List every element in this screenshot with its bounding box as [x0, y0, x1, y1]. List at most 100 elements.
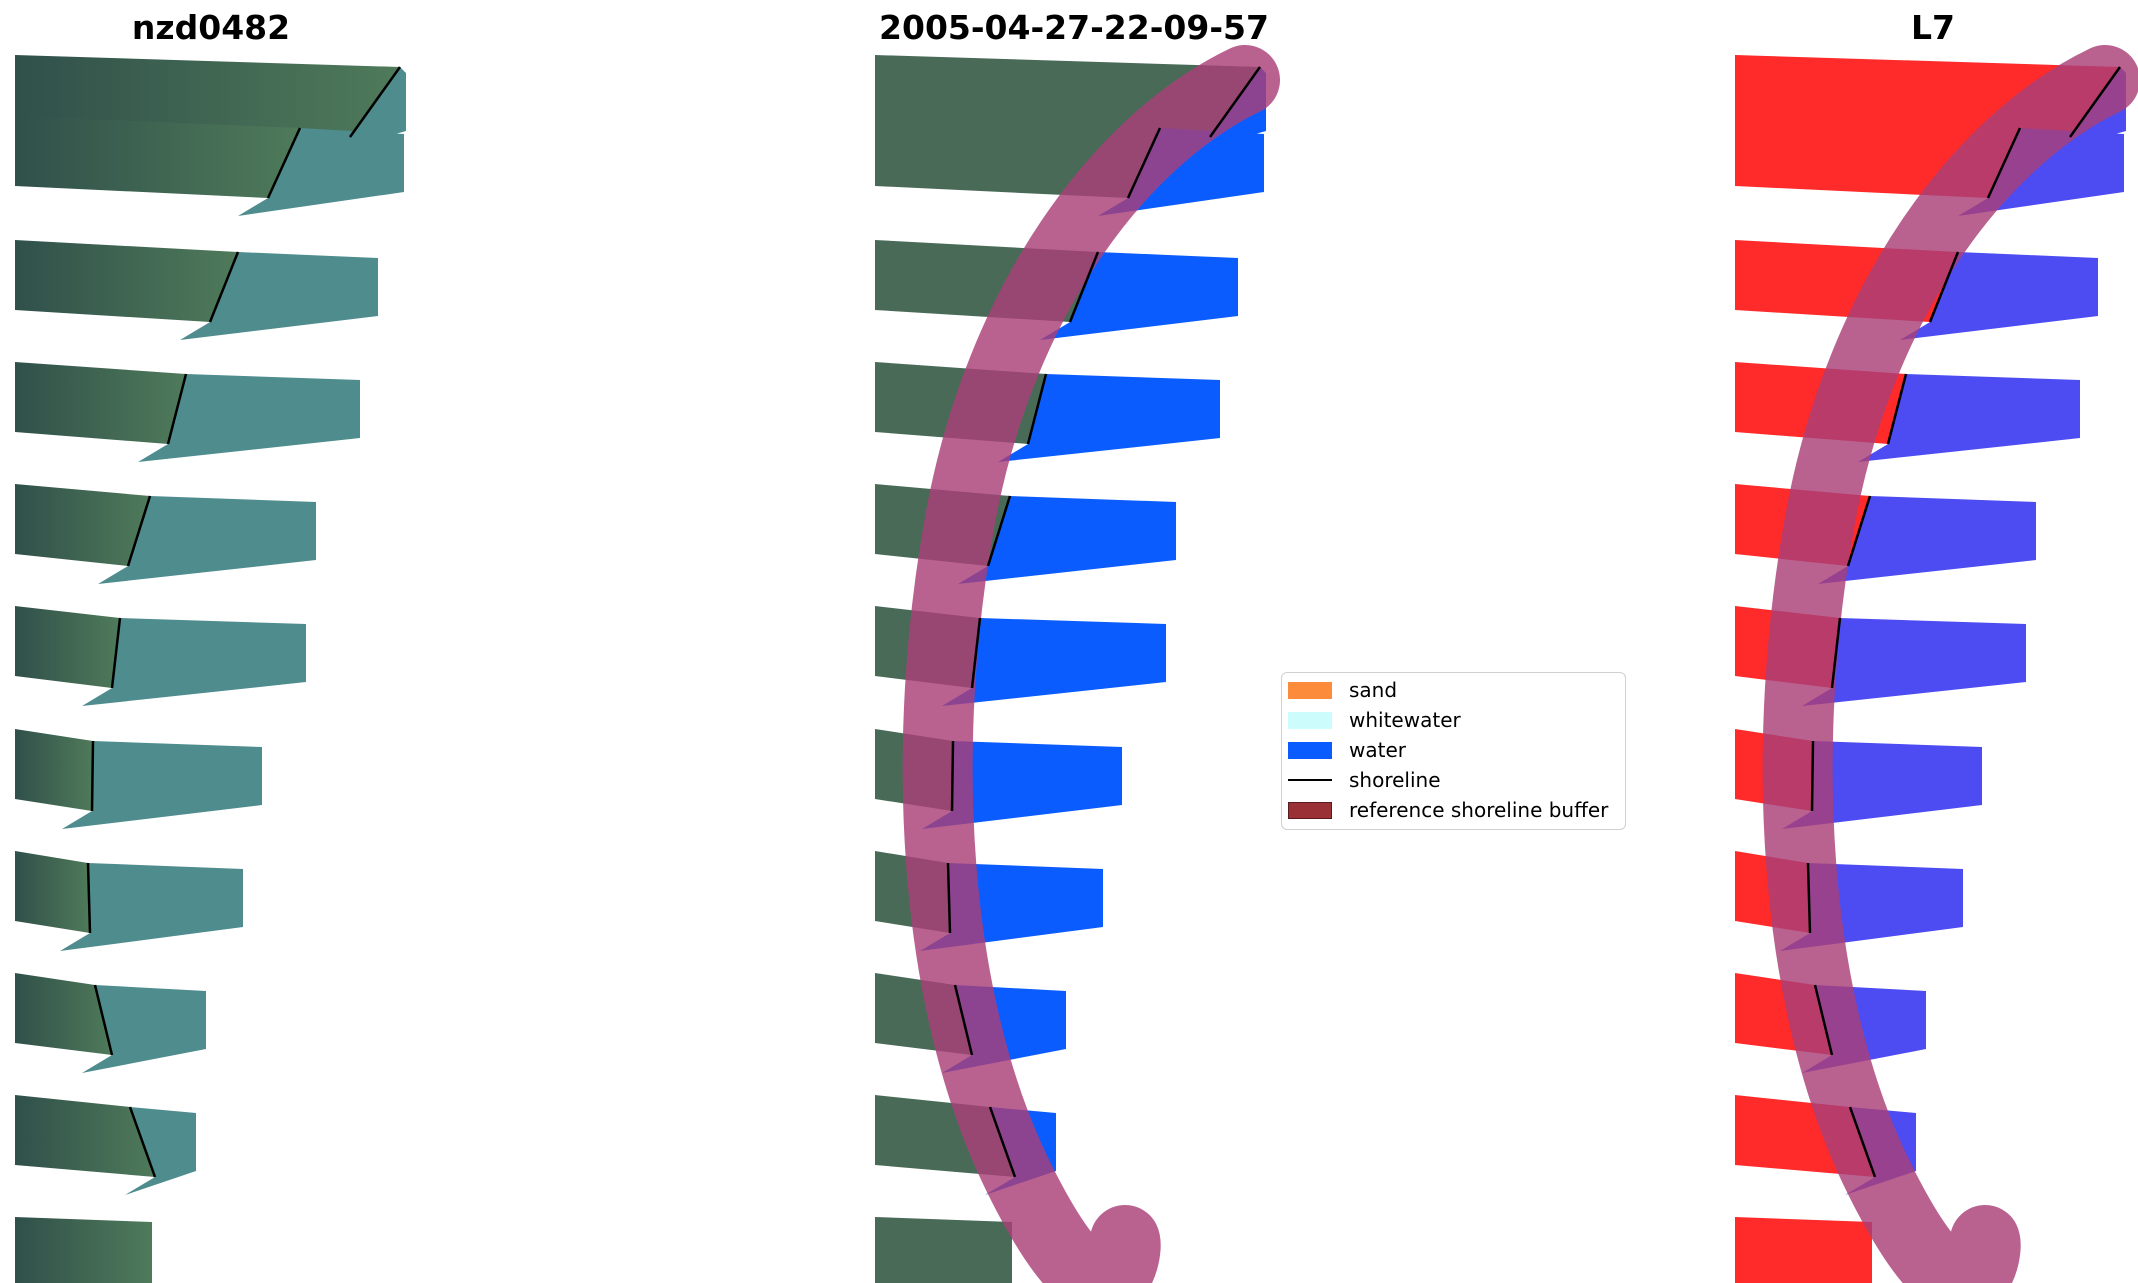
shoreline-segment	[1026, 373, 1048, 445]
sea-strip	[1782, 741, 1982, 829]
legend-label: reference shoreline buffer	[1349, 798, 1609, 822]
sea-strip	[60, 863, 243, 951]
legend-item-water: water	[1288, 735, 1406, 765]
land-strip	[15, 240, 238, 322]
image-strip	[875, 1217, 1012, 1283]
land-strip	[1735, 729, 1813, 811]
shoreline-segment	[986, 495, 1012, 567]
land-strip	[1735, 851, 1810, 933]
land-strip	[15, 55, 400, 137]
legend-label: shoreline	[1349, 768, 1441, 792]
panel-title-classified: 2005-04-27-22-09-57	[879, 8, 1269, 47]
legend-item-sand: sand	[1288, 675, 1397, 705]
shoreline-segment	[2068, 66, 2122, 138]
sea-strip	[1900, 252, 2098, 340]
land-strip	[15, 1095, 155, 1177]
image-strip	[15, 1217, 152, 1283]
sea-strip	[1958, 128, 2124, 216]
water-strip	[942, 618, 1166, 706]
shoreline-segment	[946, 862, 952, 934]
shoreline-line-swatch	[1288, 779, 1332, 781]
sea-strip	[82, 618, 306, 706]
sea-strip	[125, 1107, 196, 1195]
sea-strip	[1780, 863, 1963, 951]
water-strip	[920, 863, 1103, 951]
legend-label: water	[1349, 738, 1406, 762]
land-strip	[15, 606, 120, 688]
shoreline-segment	[1813, 984, 1834, 1056]
land-strip	[15, 973, 112, 1055]
whitewater-swatch	[1288, 711, 1332, 729]
panel-title-rgb: nzd0482	[131, 8, 291, 47]
sea-strip	[62, 741, 262, 829]
land-strip	[875, 729, 953, 811]
water-strip	[958, 496, 1176, 584]
legend-label: whitewater	[1349, 708, 1461, 732]
land-strip	[15, 484, 150, 566]
sea-strip	[82, 985, 206, 1073]
shoreline-segment	[208, 251, 240, 323]
legend-item-shoreline: shoreline	[1288, 765, 1441, 795]
legend-label: sand	[1349, 678, 1398, 702]
land-strip	[875, 851, 950, 933]
shoreline-segment	[166, 373, 188, 445]
water-swatch	[1288, 741, 1332, 759]
land-strip	[1735, 362, 1906, 444]
land-strip	[875, 484, 1010, 566]
shoreline-segment	[988, 1106, 1017, 1178]
land-strip	[15, 362, 186, 444]
reference-shoreline-buffer	[902, 45, 1280, 1283]
shoreline-segment	[126, 495, 152, 567]
water-strip	[922, 741, 1122, 829]
shoreline-segment	[1928, 251, 1960, 323]
shoreline-segment	[128, 1106, 157, 1178]
sea-strip	[320, 67, 406, 155]
water-strip	[1180, 67, 1266, 155]
land-strip	[875, 240, 1098, 322]
land-strip	[1735, 973, 1832, 1055]
water-strip	[998, 374, 1220, 462]
sea-strip	[1802, 618, 2026, 706]
legend-item-reference-buffer: reference shoreline buffer	[1288, 795, 1608, 825]
shoreline-segment	[1848, 1106, 1877, 1178]
legend-item-whitewater: whitewater	[1288, 705, 1461, 735]
sea-strip	[1818, 496, 2036, 584]
shoreline-segment	[1830, 617, 1842, 689]
sea-strip	[138, 374, 360, 462]
land-strip	[1735, 55, 2120, 137]
shoreline-segment	[1886, 373, 1908, 445]
shoreline-segment	[950, 740, 955, 812]
land-strip	[875, 55, 1260, 137]
shoreline-segment	[1986, 127, 2022, 199]
land-strip	[15, 729, 93, 811]
land-strip	[1735, 484, 1870, 566]
shoreline-segment	[1068, 251, 1100, 323]
shoreline-segment	[1208, 66, 1262, 138]
land-strip	[1735, 1095, 1875, 1177]
land-strip	[875, 1095, 1015, 1177]
land-strip	[1735, 240, 1958, 322]
image-strip	[1735, 1217, 1872, 1283]
panel-title-index: L7	[1911, 8, 1955, 47]
water-strip	[985, 1107, 1056, 1195]
water-strip	[1098, 128, 1264, 216]
sand-swatch	[1288, 681, 1332, 699]
sea-strip	[1802, 985, 1926, 1073]
land-strip	[15, 851, 90, 933]
sea-strip	[180, 252, 378, 340]
sea-strip	[98, 496, 316, 584]
shoreline-segment	[348, 66, 402, 138]
shoreline-segment	[1126, 127, 1162, 199]
shoreline-segment	[1806, 862, 1812, 934]
shoreline-segment	[970, 617, 982, 689]
sea-strip	[2040, 67, 2126, 155]
shoreline-segment	[110, 617, 122, 689]
shoreline-segment	[1846, 495, 1872, 567]
land-strip	[15, 116, 300, 198]
shoreline-segment	[1810, 740, 1815, 812]
land-strip	[875, 116, 1160, 198]
sea-strip	[238, 128, 404, 216]
